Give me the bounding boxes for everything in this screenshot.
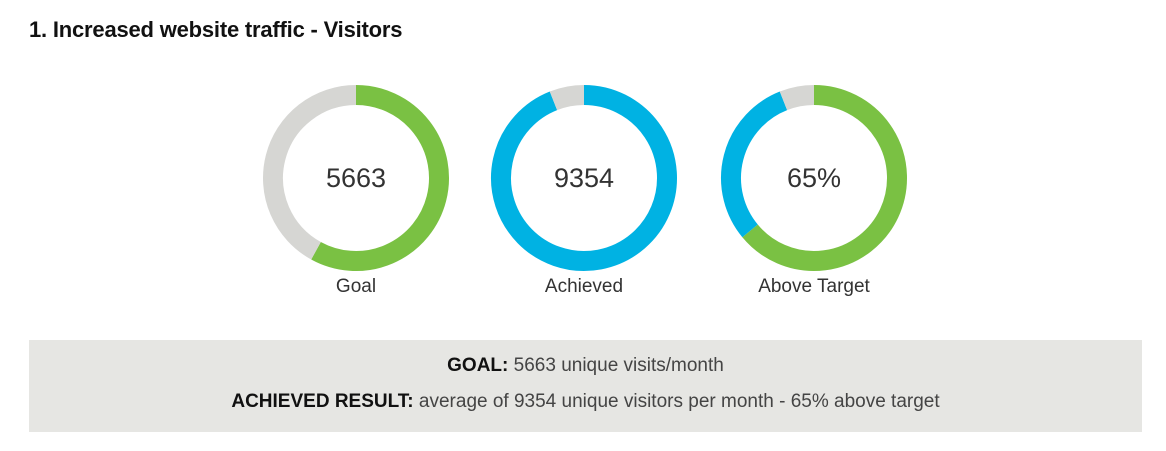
above-target-donut: 65% Above Target — [720, 84, 908, 297]
goal-donut-svg — [263, 85, 449, 271]
result-line-label: ACHIEVED RESULT: — [231, 391, 414, 412]
donut-secondary-arc — [721, 91, 788, 238]
donut-remainder-arc — [779, 85, 815, 111]
goal-line: GOAL: 5663 unique visits/month — [29, 355, 1142, 377]
goal-line-text: 5663 unique visits/month — [508, 355, 724, 376]
donut-remainder-arc — [263, 85, 357, 260]
above-target-label: Above Target — [758, 276, 870, 297]
achieved-value: 9354 — [553, 163, 615, 193]
goal-value: 5663 — [325, 163, 387, 193]
above-target-donut-svg — [721, 85, 907, 271]
achieved-donut-svg — [491, 85, 677, 271]
achieved-label: Achieved — [544, 276, 624, 297]
goal-donut: 5663 Goal — [262, 84, 450, 297]
donut-remainder-arc — [549, 85, 585, 111]
achieved-donut: 9354 Achieved — [490, 84, 678, 297]
goal-line-label: GOAL: — [447, 355, 509, 376]
result-line: ACHIEVED RESULT: average of 9354 unique … — [29, 391, 1142, 413]
summary-panel: GOAL: 5663 unique visits/month ACHIEVED … — [29, 340, 1142, 432]
result-line-text: average of 9354 unique visitors per mont… — [413, 391, 940, 412]
donut-value-arc — [491, 85, 677, 271]
donut-value-arc — [311, 85, 449, 271]
goal-label: Goal — [335, 276, 377, 297]
page-title: 1. Increased website traffic - Visitors — [29, 17, 403, 42]
donut-value-arc — [742, 85, 907, 271]
above-target-value: 65% — [786, 163, 842, 193]
